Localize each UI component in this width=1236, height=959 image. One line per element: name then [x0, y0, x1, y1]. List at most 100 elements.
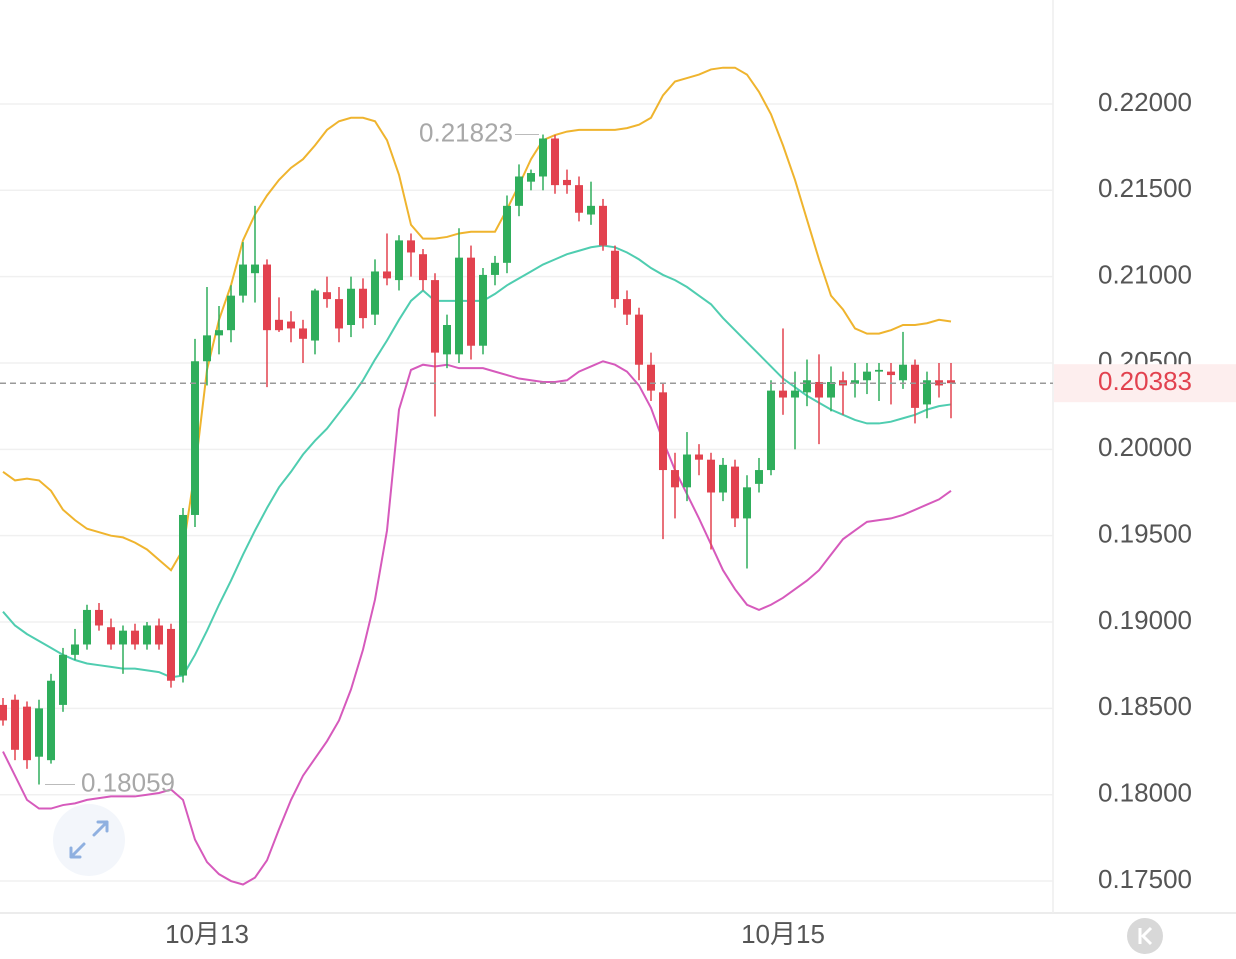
candle-body	[503, 205, 511, 263]
y-tick-label: 0.19500	[1098, 519, 1192, 549]
candle-body	[455, 257, 463, 355]
y-tick-label: 0.21000	[1098, 260, 1192, 290]
x-tick-label: 10月13	[165, 919, 249, 949]
candle-body	[431, 280, 439, 353]
candles	[0, 134, 955, 785]
candle-body	[383, 271, 391, 279]
candle-body	[23, 706, 31, 761]
candle-body	[911, 364, 919, 408]
candle-body	[95, 609, 103, 626]
overlay: 0.21823 0.18059 0.20383	[0, 117, 1236, 797]
candle-body	[251, 264, 259, 274]
y-tick-label: 0.22000	[1098, 87, 1192, 117]
y-tick-label: 0.17500	[1098, 864, 1192, 894]
y-tick-label: 0.21500	[1098, 173, 1192, 203]
candle-body	[215, 330, 223, 336]
candle-body	[35, 708, 43, 757]
candle-body	[59, 654, 67, 705]
candle-body	[731, 466, 739, 519]
candle-body	[563, 179, 571, 186]
candle-body	[335, 299, 343, 329]
candle-body	[227, 295, 235, 331]
collapse-button[interactable]	[1127, 918, 1163, 954]
candle-body	[167, 628, 175, 681]
candle-body	[659, 392, 667, 471]
candle-body	[887, 371, 895, 376]
candle-body	[371, 271, 379, 315]
candle-body	[695, 454, 703, 460]
candle-body	[0, 704, 7, 721]
y-tick-label: 0.18000	[1098, 778, 1192, 808]
candle-body	[707, 459, 715, 493]
candle-body	[443, 324, 451, 355]
grid: 0.17500 0.18000 0.18500 0.19000 0.19500 0.200…	[0, 87, 1192, 949]
candle-body	[623, 299, 631, 315]
candle-body	[935, 380, 943, 386]
candle-body	[323, 292, 331, 300]
band-line	[2, 66, 952, 572]
candle-body	[311, 290, 319, 341]
annotation-label: 0.18059	[81, 767, 175, 797]
collapse-icon[interactable]	[1138, 926, 1153, 946]
candle-body	[611, 250, 619, 300]
candle-body	[299, 328, 307, 339]
candle-body	[767, 390, 775, 471]
candle-body	[791, 390, 799, 398]
expand-icon[interactable]	[69, 820, 109, 859]
bands	[2, 66, 952, 886]
candle-body	[239, 264, 247, 296]
candle-body	[815, 381, 823, 398]
candle-body	[47, 680, 55, 761]
candle-body	[671, 470, 679, 488]
last-price-label: 0.20383	[1098, 366, 1192, 396]
candle-body	[863, 371, 871, 381]
candle-body	[719, 464, 727, 493]
candle-body	[83, 609, 91, 645]
candle-body	[491, 262, 499, 275]
candle-body	[515, 176, 523, 206]
candle-body	[143, 625, 151, 645]
candle-body	[527, 173, 535, 182]
candle-body	[191, 361, 199, 515]
y-tick-label: 0.18500	[1098, 691, 1192, 721]
candle-body	[635, 314, 643, 365]
expand-button-bg[interactable]	[53, 804, 125, 876]
candle-body	[551, 138, 559, 186]
candle-body	[875, 369, 883, 372]
band-line	[2, 360, 952, 886]
last-price-tag	[1054, 364, 1236, 403]
candle-body	[851, 380, 859, 384]
candle-body	[263, 264, 271, 331]
candle-body	[575, 185, 583, 213]
candle-body	[803, 380, 811, 393]
candle-body	[119, 630, 127, 645]
candle-body	[11, 699, 19, 750]
y-tick-label: 0.19000	[1098, 605, 1192, 635]
candle-body	[647, 364, 655, 391]
candle-body	[71, 644, 79, 655]
candle-body	[755, 470, 763, 484]
candle-body	[407, 240, 415, 253]
candle-body	[395, 240, 403, 281]
candle-body	[467, 257, 475, 346]
expand-button[interactable]	[53, 804, 125, 876]
candle-body	[419, 254, 427, 281]
candle-body	[203, 335, 211, 362]
candle-body	[539, 138, 547, 177]
candle-body	[827, 381, 835, 398]
candle-body	[155, 625, 163, 645]
candle-body	[479, 274, 487, 346]
candle-body	[599, 205, 607, 246]
candle-body	[743, 487, 751, 519]
candle-body	[899, 364, 907, 381]
candle-body	[347, 288, 355, 325]
candle-body	[107, 627, 115, 645]
candle-body	[131, 630, 139, 645]
candle-body	[179, 514, 187, 676]
candle-body	[587, 205, 595, 215]
candle-body	[683, 454, 691, 488]
annotation-label: 0.21823	[419, 117, 513, 147]
